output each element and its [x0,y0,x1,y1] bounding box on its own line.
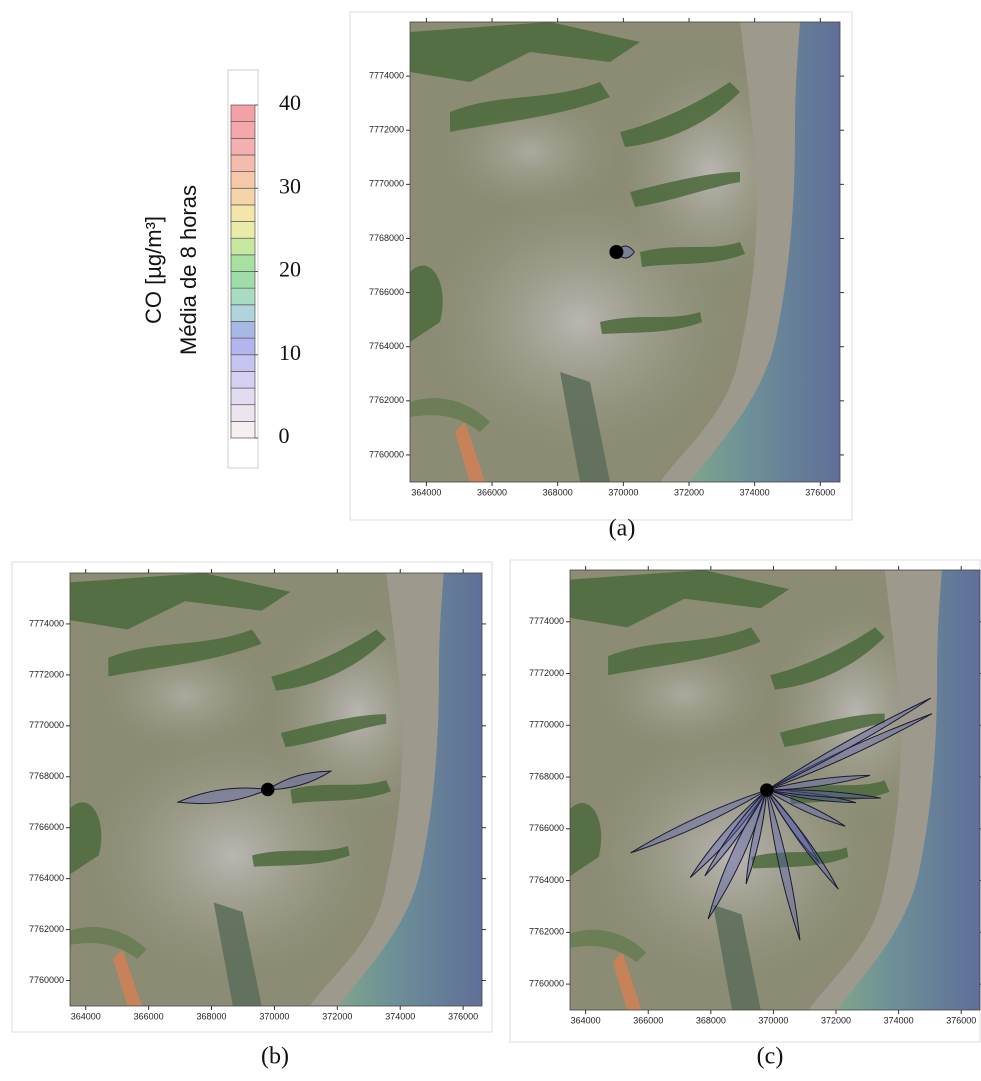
colorbar-cell [231,155,255,172]
colorbar-label: CO [µg/m³] [141,216,166,324]
panel-label: (a) [609,516,636,542]
y-tick-label: 7766000 [29,822,64,832]
x-tick-label: 374000 [740,487,770,497]
x-tick-label: 364000 [411,487,441,497]
y-tick-label: 7774000 [529,616,564,626]
source-point [609,245,623,259]
y-tick-label: 7768000 [529,771,564,781]
x-tick-label: 372000 [674,487,704,497]
panel-label: (b) [261,1044,289,1070]
x-tick-label: 376000 [448,1011,478,1021]
y-tick-label: 7768000 [369,233,404,243]
colorbar-cell [231,172,255,189]
y-tick-label: 7762000 [29,924,64,934]
colorbar-tick-label: 30 [279,173,301,198]
y-tick-label: 7774000 [369,70,404,80]
y-tick-label: 7760000 [29,975,64,985]
colorbar-cell [231,355,255,372]
colorbar-cell [231,138,255,155]
colorbar-tick-label: 40 [279,90,301,115]
x-tick-label: 370000 [758,1015,788,1025]
colorbar-cell [231,305,255,322]
x-tick-label: 372000 [821,1015,851,1025]
colorbar-cell [231,255,255,272]
colorbar: CO [µg/m³] Média de 8 horas 0 10 20 30 40 [141,70,301,468]
y-tick-label: 7772000 [29,669,64,679]
colorbar-cell [231,388,255,405]
y-tick-label: 7768000 [29,771,64,781]
map-panel: 364000 366000 368000 370000 372000 374000 3760… [350,12,852,542]
colorbar-cell [231,222,255,239]
colorbar-cell [231,105,255,122]
y-tick-label: 7760000 [369,449,404,459]
y-tick-label: 7762000 [529,927,564,937]
y-tick-label: 7770000 [369,179,404,189]
y-tick-label: 7774000 [29,618,64,628]
x-tick-label: 368000 [543,487,573,497]
x-tick-label: 370000 [608,487,638,497]
y-tick-label: 7766000 [529,823,564,833]
source-point [760,783,773,796]
colorbar-cell [231,205,255,222]
y-tick-label: 7764000 [369,341,404,351]
x-tick-label: 376000 [805,487,835,497]
y-tick-label: 7770000 [29,720,64,730]
x-tick-label: 372000 [322,1011,352,1021]
x-tick-label: 374000 [385,1011,415,1021]
x-tick-label: 366000 [633,1015,663,1025]
x-tick-label: 374000 [884,1015,914,1025]
y-tick-label: 7772000 [369,125,404,135]
colorbar-tick-label: 10 [279,340,301,365]
map-panel: 364000 366000 368000 370000 372000 374000 3760… [12,562,492,1070]
figure: CO [µg/m³] Média de 8 horas 0 10 20 30 40 36… [0,0,981,1076]
map-panel: 364000 366000 368000 370000 372000 374000 3760… [510,560,981,1070]
y-tick-label: 7772000 [529,668,564,678]
y-tick-label: 7762000 [369,395,404,405]
panel-label: (c) [757,1044,784,1070]
y-tick-label: 7770000 [529,720,564,730]
colorbar-cell [231,421,255,438]
y-tick-label: 7764000 [29,873,64,883]
colorbar-cell [231,371,255,388]
y-tick-label: 7760000 [529,978,564,988]
colorbar-cell [231,321,255,338]
x-tick-label: 370000 [259,1011,289,1021]
x-tick-label: 364000 [71,1011,101,1021]
x-tick-label: 366000 [134,1011,164,1021]
y-tick-label: 7766000 [369,287,404,297]
colorbar-cell [231,188,255,205]
x-tick-label: 368000 [696,1015,726,1025]
colorbar-cell [231,122,255,139]
x-tick-label: 366000 [477,487,507,497]
x-tick-label: 376000 [946,1015,976,1025]
colorbar-tick-label: 0 [279,423,290,448]
source-point [261,783,274,796]
y-tick-label: 7764000 [529,875,564,885]
colorbar-cell [231,238,255,255]
colorbar-tick-label: 20 [279,257,301,282]
colorbar-cell [231,288,255,305]
colorbar-cell [231,405,255,422]
x-tick-label: 364000 [571,1015,601,1025]
colorbar-cell [231,272,255,289]
colorbar-cell [231,338,255,355]
colorbar-sublabel: Média de 8 horas [176,185,201,355]
x-tick-label: 368000 [197,1011,227,1021]
